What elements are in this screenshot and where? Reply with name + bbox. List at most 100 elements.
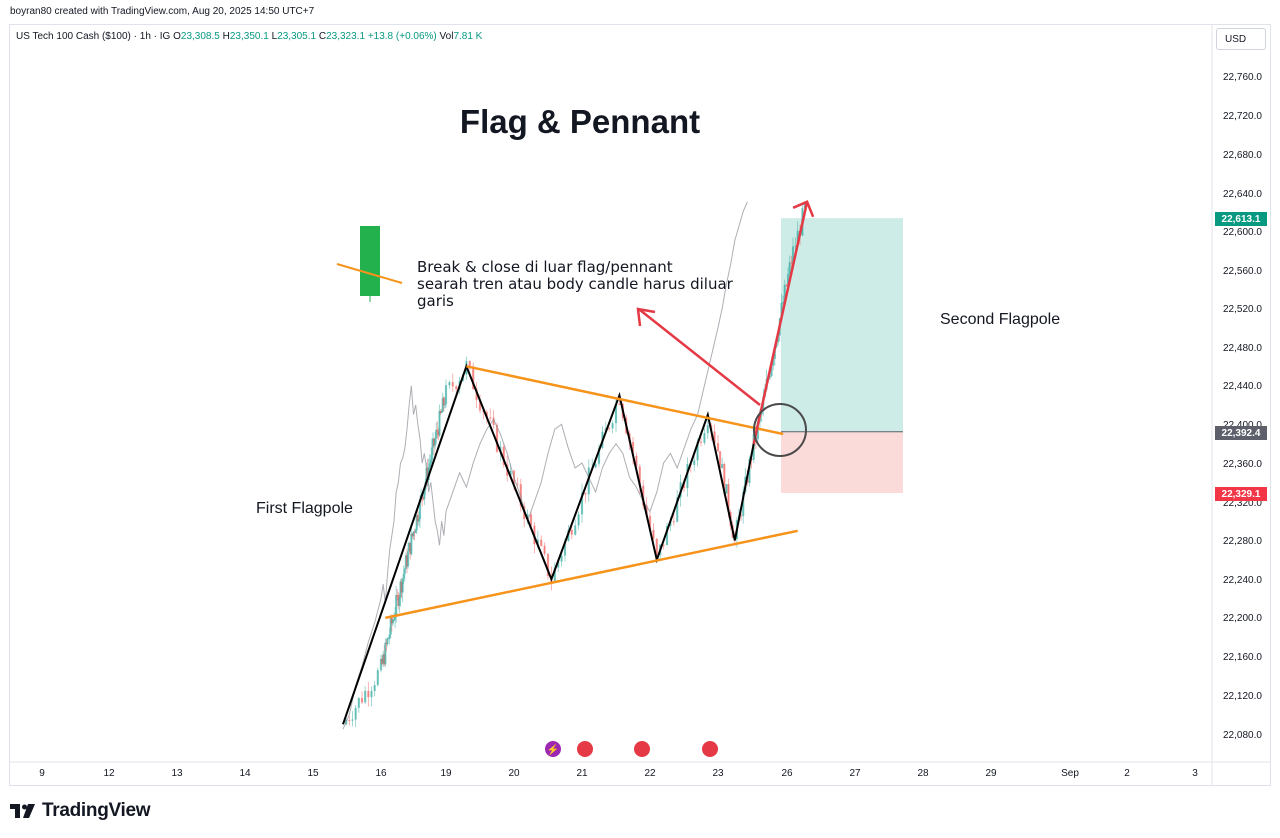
price-tick-label: 22,240.0 (1223, 575, 1262, 586)
candle-body (360, 698, 364, 703)
symbol-legend[interactable]: US Tech 100 Cash ($100) · 1h · IG O23,30… (16, 31, 482, 42)
change-value: +13.8 (+0.06%) (367, 31, 437, 42)
candle-body (351, 719, 354, 721)
price-tick-label: 22,440.0 (1223, 381, 1262, 392)
candle-body (796, 230, 799, 246)
breakout-note-line-2: searah tren atau body candle harus dilua… (417, 275, 734, 293)
price-tick-label: 22,520.0 (1223, 304, 1262, 315)
candle-body (428, 463, 431, 468)
candle-body (414, 530, 417, 533)
position-zones[interactable] (781, 218, 903, 493)
price-tick-label: 22,160.0 (1223, 652, 1262, 663)
price-tick-label: 22,480.0 (1223, 343, 1262, 354)
candle-body (418, 498, 422, 520)
volume-value: 7.81 K (453, 31, 483, 42)
candle-body (611, 423, 614, 429)
candle-body (768, 376, 771, 378)
candle-body (489, 417, 492, 419)
candle-body (770, 365, 773, 377)
candle-body (406, 551, 410, 567)
drawings[interactable] (342, 200, 815, 725)
candle-body (434, 438, 437, 446)
candle-body (788, 262, 791, 274)
low-label: L (271, 31, 278, 42)
candle-body (389, 618, 392, 635)
time-tick-label: 21 (576, 768, 588, 779)
candle-body (706, 425, 709, 434)
breakout-highlight-circle (753, 403, 807, 457)
candle-body (354, 707, 357, 720)
us-flag-icon[interactable] (577, 741, 593, 757)
candle-body (574, 525, 577, 535)
target-price-tag: 22,613.1 (1215, 212, 1267, 226)
candle-body (782, 301, 785, 303)
candle-body (638, 466, 641, 486)
currency-button[interactable]: USD (1216, 28, 1266, 50)
time-tick-label: 9 (39, 768, 45, 779)
candle-body (655, 538, 658, 555)
candle-body (386, 638, 389, 645)
us-flag-icon[interactable] (634, 741, 650, 757)
price-tick-label: 22,120.0 (1223, 691, 1262, 702)
chart-title: Flag & Pennant (460, 103, 700, 140)
candle-body (594, 463, 597, 468)
time-tick-label: 20 (508, 768, 520, 779)
candle-body (570, 529, 573, 535)
candle-body (502, 446, 505, 465)
candle-body (546, 553, 550, 577)
candle-body (553, 567, 556, 583)
candle-body (716, 443, 720, 452)
moving-average-line (342, 201, 748, 730)
candle-body (725, 484, 728, 494)
candle-body (791, 246, 795, 264)
earnings-icon-glyph: ⚡ (547, 743, 559, 756)
candle-body (652, 529, 655, 539)
second-flagpole-arrow-shaft (752, 201, 809, 444)
price-tick-label: 22,560.0 (1223, 266, 1262, 277)
candle-body (395, 595, 398, 615)
candle-body (614, 403, 618, 424)
tradingview-logo-icon (10, 804, 35, 818)
candle-body (516, 483, 519, 485)
candle-body (364, 690, 367, 703)
candle-body (423, 489, 426, 500)
low-value: 23,305.1 (277, 31, 317, 42)
tradingview-logo[interactable]: TradingView (10, 800, 151, 822)
event-icons[interactable]: ⚡ (545, 741, 718, 757)
time-tick-label: 28 (917, 768, 929, 779)
us-flag-icon[interactable] (702, 741, 718, 757)
price-tick-label: 22,760.0 (1223, 72, 1262, 83)
zigzag-pattern-line (342, 363, 755, 725)
breakout-callout-arrow-shaft (639, 309, 761, 406)
breakout-note-line-1: Break & close di luar flag/pennant (417, 258, 673, 276)
candle-body (662, 544, 665, 546)
target-zone (781, 218, 903, 432)
candle-body (402, 573, 405, 579)
candle-body (438, 410, 441, 436)
volume-label: Vol (439, 31, 454, 42)
candle-body (686, 464, 689, 489)
example-candle-body (360, 226, 380, 296)
candle-body (723, 464, 726, 494)
earnings-icon[interactable] (545, 741, 561, 757)
candle-body (786, 273, 790, 286)
candle-body (391, 619, 395, 624)
candle-body (429, 459, 432, 464)
candle-body (563, 540, 567, 556)
candle-body (468, 361, 471, 367)
candle-body (721, 464, 724, 469)
time-tick-label: 23 (712, 768, 724, 779)
candle-body (417, 519, 421, 522)
candle-body (451, 382, 454, 387)
symbol-name[interactable]: US Tech 100 Cash ($100) · 1h · IG (16, 31, 171, 42)
candle-body (387, 638, 390, 640)
candle-body (696, 441, 699, 461)
high-value: 23,350.1 (229, 31, 269, 42)
close-value: 23,323.1 (326, 31, 366, 42)
candle-body (348, 719, 351, 721)
candle-body (543, 545, 546, 554)
candle-body (580, 492, 584, 515)
price-axis[interactable]: 22,080.0 22,120.0 22,160.0 22,200.0 22,240.0… (1223, 72, 1262, 741)
time-axis[interactable]: 9 12 13 14 15 16 19 20 21 22 23 26 27 28 29 Sep 2 3 (39, 768, 1198, 779)
